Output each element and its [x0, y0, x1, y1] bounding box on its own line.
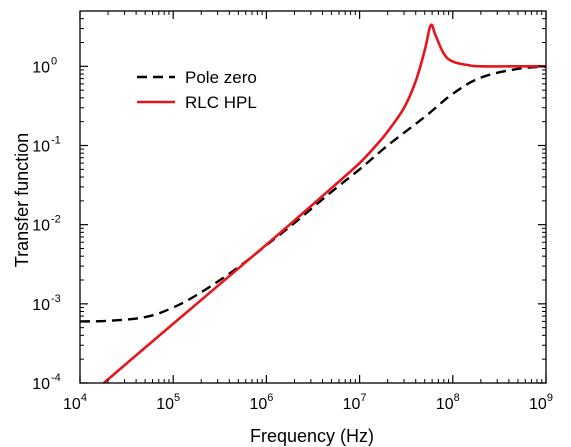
legend-label-rlc-hpl: RLC HPL [185, 93, 257, 112]
x-tick-label-3: 107 [343, 392, 367, 413]
series-line-rlc-hpl [102, 23, 546, 383]
axes: 104 105 106 107 108 109 10-4 10-3 10-2 10-1 100 [32, 10, 553, 413]
x-tick-label-1: 105 [156, 392, 180, 413]
x-axis-title: Frequency (Hz) [250, 426, 374, 446]
plot-frame [79, 10, 547, 384]
series-group [80, 23, 546, 383]
y-axis-title: Transfer function [12, 133, 32, 267]
y-tick-label-1: 10-3 [32, 293, 61, 314]
y-tick-label-4: 100 [32, 55, 57, 76]
legend-label-pole-zero: Pole zero [185, 68, 257, 87]
x-tick-label-4: 108 [436, 392, 460, 413]
x-tick-label-5: 109 [529, 392, 553, 413]
y-tick-label-2: 10-2 [32, 214, 61, 235]
legend: Pole zero RLC HPL [137, 68, 257, 112]
plot-area [80, 23, 546, 383]
y-tick-label-3: 10-1 [32, 135, 61, 156]
x-tick-label-0: 104 [63, 392, 87, 413]
y-tick-label-0: 10-4 [32, 372, 61, 393]
series-line-pole-zero [80, 65, 546, 323]
x-tick-label-2: 106 [249, 392, 273, 413]
